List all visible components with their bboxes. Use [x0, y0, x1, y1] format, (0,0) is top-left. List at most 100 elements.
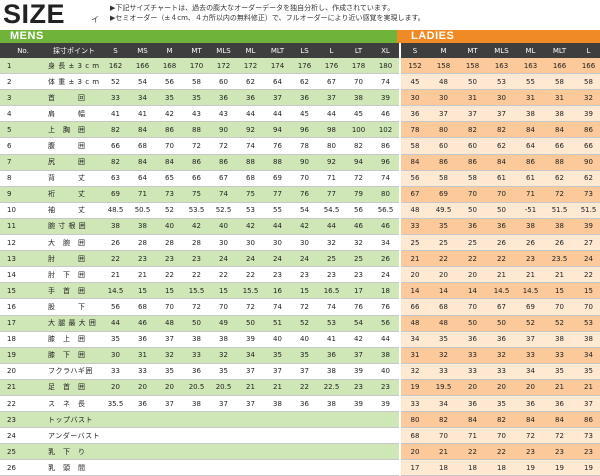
measure-point: 肘 囲 — [46, 250, 102, 268]
mens-value: 50 — [183, 315, 210, 332]
mens-value: 43 — [183, 105, 210, 123]
mens-value: 68 — [129, 137, 156, 155]
ladies-value: 50 — [487, 315, 516, 332]
ladies-value: 20 — [516, 379, 545, 396]
mens-value — [372, 443, 400, 461]
mens-value: 72 — [210, 137, 237, 155]
mens-value: 67 — [318, 73, 345, 91]
mens-value: 70 — [345, 73, 372, 91]
mens-value: 14.5 — [102, 282, 129, 300]
col-header-ladies-4: ML — [516, 43, 545, 58]
ladies-value: 36 — [487, 331, 516, 348]
mens-value: 15.5 — [237, 282, 264, 300]
mens-value: 38 — [264, 395, 291, 413]
mens-value: 71 — [129, 186, 156, 203]
ladies-value: 70 — [458, 186, 487, 203]
ladies-value: 26 — [487, 234, 516, 252]
mens-value: 35 — [156, 363, 183, 380]
mens-value: 69 — [102, 186, 129, 203]
mens-value: 46 — [372, 105, 400, 123]
mens-value: 24 — [264, 250, 291, 268]
row-number: 22 — [0, 395, 46, 413]
ladies-value: 25 — [429, 234, 458, 252]
ladies-value: 15 — [545, 282, 574, 300]
col-header-ladies-3: MLS — [487, 43, 516, 58]
mens-value: 38 — [345, 89, 372, 107]
mens-value: 166 — [129, 58, 156, 75]
ladies-value: 36 — [545, 395, 574, 413]
mens-value: 94 — [345, 154, 372, 171]
measure-point: トップバスト — [46, 411, 102, 429]
ladies-value: 19 — [516, 459, 545, 476]
mens-value: 72 — [345, 170, 372, 187]
mens-value: 22 — [156, 266, 183, 284]
mens-value: 36 — [129, 331, 156, 348]
mens-value — [210, 443, 237, 461]
mens-value: 39 — [372, 395, 400, 413]
measure-point: 股 下 — [46, 298, 102, 316]
mens-value: 40 — [156, 218, 183, 236]
mens-value: 80 — [318, 137, 345, 155]
mens-value: 35 — [291, 347, 318, 364]
mens-value: 82 — [102, 154, 129, 171]
measure-point: 裄 丈 — [46, 186, 102, 203]
ladies-value: 70 — [545, 298, 574, 316]
ladies-value: 21 — [487, 266, 516, 284]
mens-value: 15 — [156, 282, 183, 300]
mens-value: 74 — [318, 298, 345, 316]
ladies-value: 84 — [458, 411, 487, 429]
ladies-value: 60 — [429, 137, 458, 155]
ladies-value: 50 — [458, 315, 487, 332]
ladies-value: 21 — [545, 266, 574, 284]
mens-value — [264, 443, 291, 461]
ladies-value: 39 — [574, 218, 600, 236]
ladies-value: 14 — [458, 282, 487, 300]
mens-value: 26 — [372, 250, 400, 268]
ladies-value: 70 — [487, 186, 516, 203]
mens-value: 74 — [264, 298, 291, 316]
mens-value — [345, 411, 372, 429]
mens-value: 68 — [129, 298, 156, 316]
ladies-value: 21 — [429, 443, 458, 461]
row-number: 1 — [0, 58, 46, 75]
mens-value: 74 — [210, 186, 237, 203]
ladies-value: 51.5 — [545, 202, 574, 219]
mens-value: 45 — [345, 105, 372, 123]
row-number: 20 — [0, 363, 46, 380]
mens-value: 49 — [210, 315, 237, 332]
mens-value: 20.5 — [210, 379, 237, 396]
ladies-value: 62 — [574, 170, 600, 187]
mens-value: 72 — [237, 298, 264, 316]
mens-value: 70 — [156, 298, 183, 316]
ladies-value: 34 — [429, 395, 458, 413]
mens-value — [156, 411, 183, 429]
ladies-value: 72 — [545, 427, 574, 445]
mens-value: 76 — [291, 186, 318, 203]
row-number: 25 — [0, 443, 46, 461]
mens-value: 30 — [102, 347, 129, 364]
mens-value: 20 — [129, 379, 156, 396]
ladies-value: 21 — [399, 250, 429, 268]
ladies-value: 64 — [516, 137, 545, 155]
mens-value: 42 — [345, 331, 372, 348]
mens-value — [183, 459, 210, 476]
mens-value: 92 — [237, 121, 264, 139]
mens-value: 66 — [102, 137, 129, 155]
ladies-value: 39 — [574, 105, 600, 123]
mens-value: 40 — [210, 218, 237, 236]
mens-value: 43 — [210, 105, 237, 123]
table-row: 17 大 腿 最 大 囲 44 46 48 50 49 50 51 52 53 54 56 48 48 50 5… — [0, 315, 600, 332]
mens-value — [129, 427, 156, 445]
mens-value: 52 — [291, 315, 318, 332]
mens-value: 33 — [102, 89, 129, 107]
ladies-value: 20 — [429, 266, 458, 284]
mens-value: 21 — [237, 379, 264, 396]
mens-value — [210, 459, 237, 476]
mens-value — [129, 411, 156, 429]
measure-point: 身 長 ± 3 c m — [46, 58, 102, 75]
ladies-value: 166 — [574, 58, 600, 75]
ladies-value: 22 — [574, 266, 600, 284]
